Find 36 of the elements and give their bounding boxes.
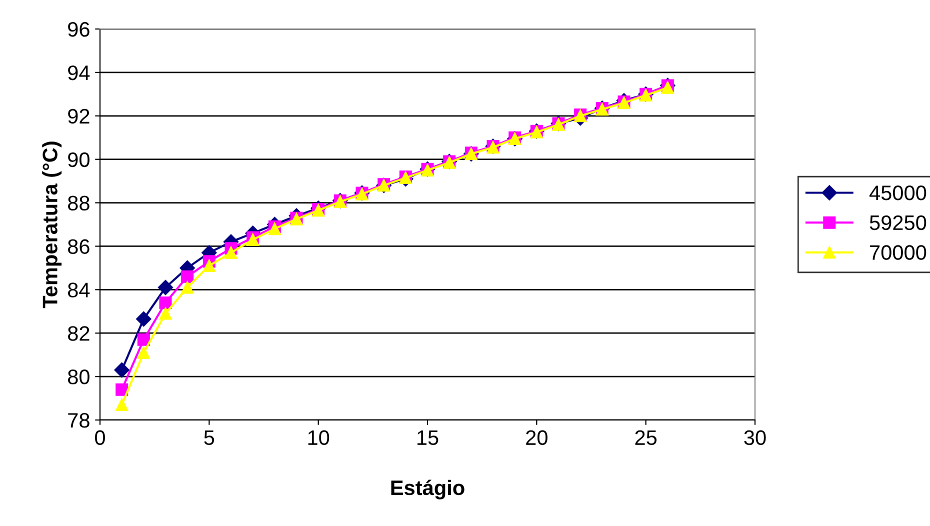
y-tick-label: 90 (68, 152, 90, 168)
y-tick-label: 86 (68, 239, 90, 254)
point (159, 296, 172, 309)
y-axis-title: Temperatura (°C) (42, 142, 62, 308)
point (116, 383, 128, 396)
x-axis-title: Estágio (391, 480, 464, 500)
y-tick-label: 96 (68, 22, 90, 37)
x-tick-label: 30 (744, 430, 766, 446)
point (268, 222, 281, 236)
x-tick-label: 10 (308, 430, 330, 446)
point (202, 260, 216, 272)
y-tick-label: 84 (68, 282, 90, 298)
point (159, 307, 172, 320)
legend-label: 59250 (870, 215, 926, 230)
y-tick-label: 82 (68, 326, 90, 341)
legend-label: 70000 (870, 245, 926, 260)
point (136, 311, 152, 327)
y-tick-label: 80 (68, 370, 90, 384)
point (158, 280, 174, 296)
point (137, 346, 150, 359)
y-tick-label: 78 (68, 413, 90, 428)
point (116, 398, 128, 412)
point (224, 246, 238, 259)
point (181, 281, 194, 294)
x-tick-label: 25 (635, 430, 657, 446)
point (137, 333, 150, 346)
x-tick-label: 0 (95, 430, 105, 446)
point (114, 362, 130, 378)
y-tick-label: 94 (68, 65, 90, 80)
point (181, 270, 194, 283)
x-tick-label: 5 (204, 430, 214, 446)
y-tick-label: 88 (68, 196, 90, 211)
x-tick-label: 20 (526, 430, 548, 446)
legend-label: 45000 (869, 186, 926, 200)
y-tick-label: 92 (68, 108, 90, 124)
x-tick-label: 15 (418, 430, 438, 446)
